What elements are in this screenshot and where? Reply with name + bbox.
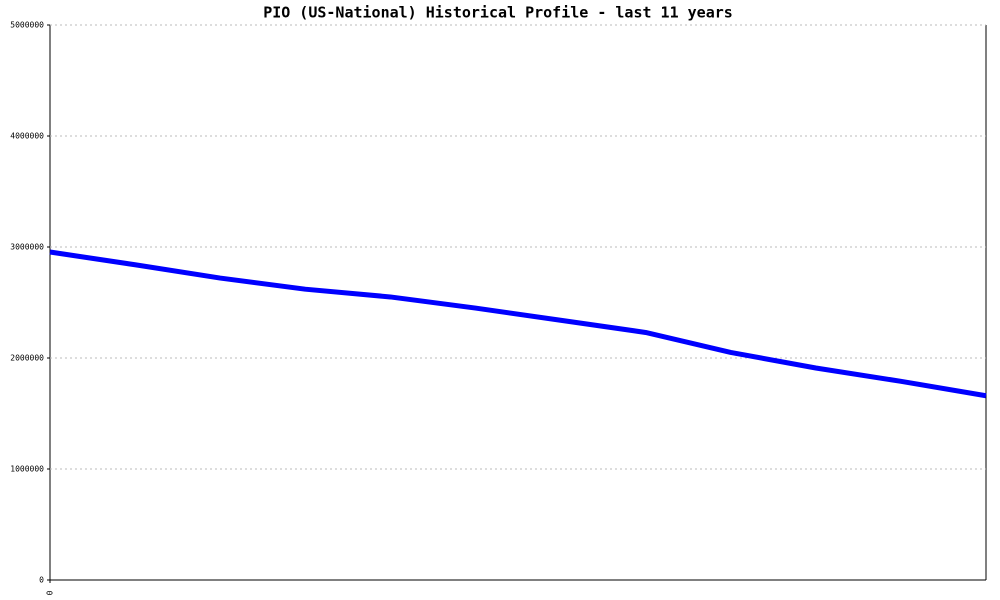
data-line [49, 249, 987, 399]
y-tick-label: 1000000 [10, 465, 44, 474]
chart-title: PIO (US-National) Historical Profile - l… [263, 4, 733, 22]
y-tick-label: 3000000 [10, 243, 44, 252]
y-tick-label: 0 [39, 576, 44, 585]
y-tick-label: 4000000 [10, 132, 44, 141]
y-tick-label: 2000000 [10, 354, 44, 363]
x-tick-label: 0 [46, 590, 55, 595]
y-tick-label: 5000000 [10, 21, 44, 30]
